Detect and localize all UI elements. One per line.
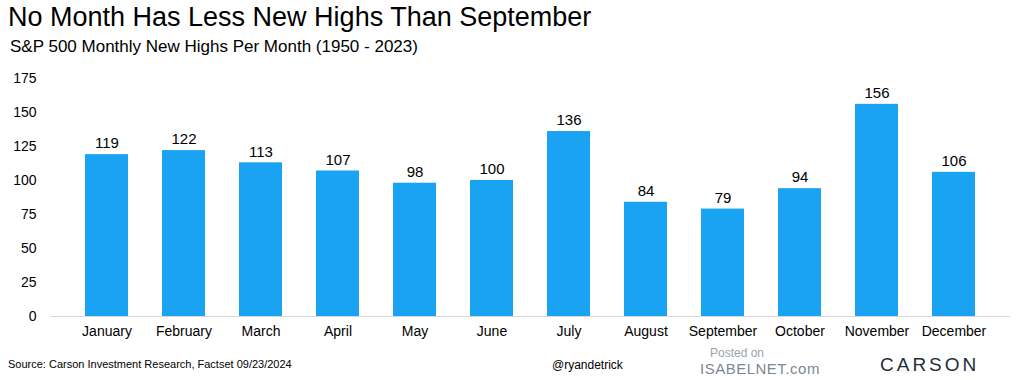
svg-text:79: 79 <box>715 189 732 206</box>
svg-text:25: 25 <box>21 274 37 290</box>
svg-text:November: November <box>845 323 910 339</box>
html-text:Source: Carson Investment Rese: Source: Carson Investment Research, Fact… <box>8 358 292 370</box>
html-text:No Month Has Less New Highs Th: No Month Has Less New Highs Than Septemb… <box>8 2 592 32</box>
svg-text:October: October <box>775 323 825 339</box>
html-text:@ryandetrick: @ryandetrick <box>552 358 623 372</box>
svg-text:75: 75 <box>21 206 37 222</box>
svg-text:July: July <box>557 323 582 339</box>
svg-text:98: 98 <box>407 163 424 180</box>
svg-text:April: April <box>324 323 352 339</box>
svg-text:150: 150 <box>13 104 37 120</box>
svg-text:March: March <box>242 323 281 339</box>
svg-text:December: December <box>922 323 987 339</box>
svg-text:122: 122 <box>171 130 196 147</box>
html-text:S&P 500 Monthly New Highs Per: S&P 500 Monthly New Highs Per Month (195… <box>10 37 418 56</box>
svg-text:125: 125 <box>13 138 37 154</box>
svg-text:September: September <box>689 323 758 339</box>
svg-text:113: 113 <box>249 143 273 160</box>
svg-text:June: June <box>477 323 508 339</box>
svg-text:156: 156 <box>864 84 889 101</box>
svg-text:175: 175 <box>13 70 37 86</box>
svg-text:107: 107 <box>325 151 350 168</box>
html-text:Posted on: Posted on <box>710 346 764 360</box>
svg-text:119: 119 <box>95 134 119 151</box>
svg-text:94: 94 <box>792 168 809 185</box>
svg-text:August: August <box>624 323 668 339</box>
svg-text:50: 50 <box>21 240 37 256</box>
svg-text:January: January <box>82 323 132 339</box>
svg-text:100: 100 <box>479 160 504 177</box>
svg-text:100: 100 <box>13 172 37 188</box>
svg-text:136: 136 <box>556 111 581 128</box>
svg-text:May: May <box>402 323 428 339</box>
svg-text:84: 84 <box>638 182 655 199</box>
svg-text:0: 0 <box>29 308 37 324</box>
html-text:CARSON: CARSON <box>880 354 980 375</box>
svg-text:106: 106 <box>941 152 966 169</box>
svg-text:February: February <box>156 323 212 339</box>
html-text:ISABELNET.com: ISABELNET.com <box>700 360 820 377</box>
